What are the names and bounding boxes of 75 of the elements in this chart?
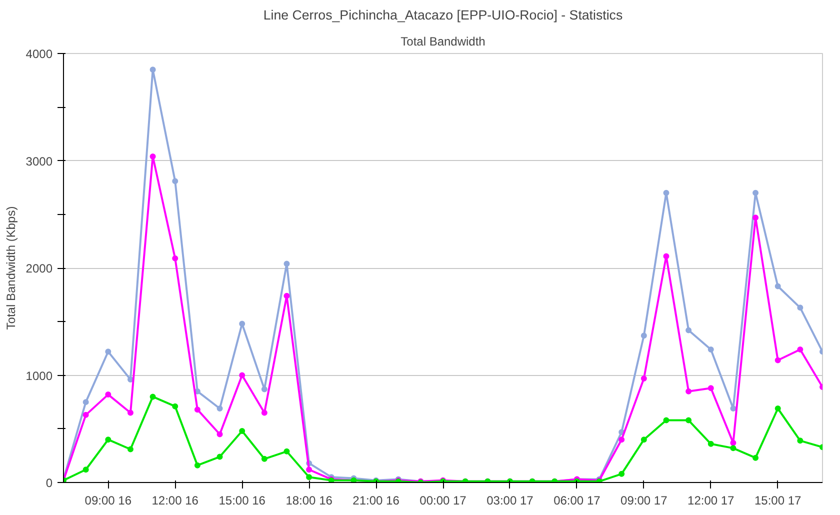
x-tick-label: 12:00 17 xyxy=(688,494,735,508)
chart-subtitle: Total Bandwidth xyxy=(400,34,486,48)
point xyxy=(261,386,268,392)
point xyxy=(82,466,89,473)
point xyxy=(708,385,714,392)
point xyxy=(618,436,625,443)
point xyxy=(306,466,312,473)
point xyxy=(752,190,759,196)
point xyxy=(730,406,736,412)
point xyxy=(150,66,156,73)
point xyxy=(261,456,268,462)
y-tick-label: 1000 xyxy=(26,368,53,383)
point xyxy=(127,410,134,416)
point xyxy=(686,327,692,334)
point xyxy=(752,214,759,221)
point xyxy=(194,406,200,413)
x-tick-label: 06:00 17 xyxy=(554,494,601,508)
point xyxy=(82,399,89,406)
point xyxy=(663,253,670,260)
point xyxy=(774,283,781,290)
point xyxy=(618,470,625,477)
point xyxy=(708,346,714,353)
point xyxy=(150,394,156,400)
point xyxy=(686,388,692,394)
point xyxy=(82,412,89,418)
x-tick-label: 15:00 17 xyxy=(754,494,802,508)
point xyxy=(150,153,156,160)
point xyxy=(752,454,759,461)
y-tick-label: 3000 xyxy=(26,154,53,168)
point xyxy=(172,403,178,410)
point xyxy=(239,428,246,434)
point xyxy=(284,260,290,267)
chart-title: Line Cerros_Pichincha_Atacazo [EPP-UIO-Rocio] - Statistics xyxy=(263,8,623,22)
point xyxy=(127,446,134,452)
point xyxy=(216,431,223,438)
point xyxy=(306,474,312,480)
y-tick-label: 4000 xyxy=(26,47,53,61)
point xyxy=(105,348,112,355)
x-tick-label: 18:00 16 xyxy=(286,494,333,508)
point xyxy=(239,320,246,327)
point xyxy=(797,346,804,353)
point xyxy=(216,406,223,412)
point xyxy=(730,440,736,446)
point xyxy=(686,417,692,424)
y-tick-label: 2000 xyxy=(26,262,53,276)
x-tick-label: 03:00 17 xyxy=(486,494,534,508)
x-tick-label: 09:00 16 xyxy=(84,494,132,508)
point xyxy=(172,178,178,184)
point xyxy=(797,304,804,311)
point xyxy=(105,436,112,443)
point xyxy=(105,392,112,398)
point xyxy=(708,440,714,447)
x-tick-label: 09:00 17 xyxy=(620,494,668,508)
point xyxy=(640,375,647,382)
point xyxy=(194,462,200,468)
point xyxy=(774,406,781,412)
point xyxy=(797,438,804,444)
point xyxy=(172,255,178,262)
point xyxy=(640,436,647,443)
x-tick-label: 15:00 16 xyxy=(218,494,266,508)
point xyxy=(663,417,670,424)
y-axis-title: Total Bandwidth (Kbps) xyxy=(4,206,18,330)
point xyxy=(239,372,246,378)
point xyxy=(774,357,781,364)
point xyxy=(663,190,670,196)
point xyxy=(284,292,290,299)
point xyxy=(261,410,268,416)
point xyxy=(284,448,290,454)
point xyxy=(640,332,647,339)
point xyxy=(730,445,736,452)
x-tick-label: 21:00 16 xyxy=(352,494,400,508)
x-tick-label: 00:00 17 xyxy=(420,494,467,508)
x-tick-label: 12:00 16 xyxy=(152,494,199,508)
point xyxy=(216,454,223,460)
y-tick-label: 0 xyxy=(46,476,53,490)
